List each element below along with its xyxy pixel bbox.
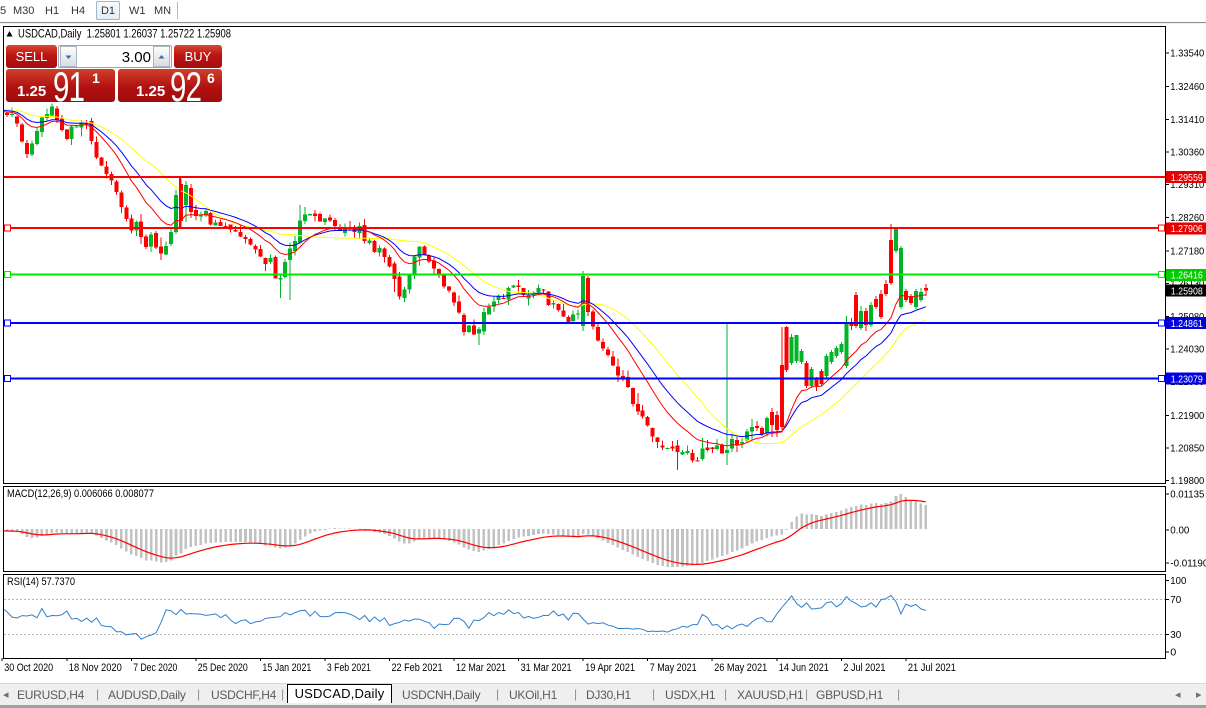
svg-text:1.23079: 1.23079 [1171, 373, 1203, 385]
svg-text:18 Nov 2020: 18 Nov 2020 [69, 662, 122, 674]
svg-text:1.19800: 1.19800 [1170, 475, 1204, 487]
svg-text:1.33540: 1.33540 [1170, 48, 1204, 60]
svg-text:1.29559: 1.29559 [1171, 172, 1203, 184]
svg-text:22 Feb 2021: 22 Feb 2021 [392, 662, 443, 674]
svg-text:7 May 2021: 7 May 2021 [650, 662, 697, 674]
svg-text:1.28260: 1.28260 [1170, 212, 1204, 224]
svg-text:70: 70 [1170, 594, 1181, 606]
svg-text:14 Jun 2021: 14 Jun 2021 [779, 662, 829, 674]
svg-text:1.32460: 1.32460 [1170, 81, 1204, 93]
svg-text:0: 0 [1170, 647, 1176, 659]
svg-text:21 Jul 2021: 21 Jul 2021 [908, 662, 956, 674]
svg-text:1.20850: 1.20850 [1170, 443, 1204, 455]
svg-text:100: 100 [1170, 575, 1186, 587]
svg-text:7 Dec 2020: 7 Dec 2020 [133, 662, 177, 674]
svg-text:1.27180: 1.27180 [1170, 246, 1204, 258]
svg-text:26 May 2021: 26 May 2021 [714, 662, 767, 674]
svg-text:1.21900: 1.21900 [1170, 410, 1204, 422]
svg-text:0.01135: 0.01135 [1170, 488, 1204, 500]
svg-text:1.26416: 1.26416 [1171, 270, 1203, 282]
svg-text:19 Apr 2021: 19 Apr 2021 [585, 662, 635, 674]
svg-text:-0.01190: -0.01190 [1170, 558, 1206, 570]
svg-text:0.00: 0.00 [1170, 525, 1189, 537]
svg-text:1.31410: 1.31410 [1170, 114, 1204, 126]
svg-text:12 Mar 2021: 12 Mar 2021 [456, 662, 506, 674]
svg-text:3 Feb 2021: 3 Feb 2021 [327, 662, 371, 674]
svg-text:15 Jan 2021: 15 Jan 2021 [262, 662, 311, 674]
svg-text:1.24030: 1.24030 [1170, 344, 1204, 356]
svg-text:1.24861: 1.24861 [1171, 318, 1203, 330]
svg-text:25 Dec 2020: 25 Dec 2020 [198, 662, 248, 674]
svg-text:MACD(12,26,9) 0.006066 0.00807: MACD(12,26,9) 0.006066 0.008077 [7, 488, 154, 500]
svg-text:2 Jul 2021: 2 Jul 2021 [843, 662, 885, 674]
svg-text:1.27906: 1.27906 [1171, 223, 1203, 235]
svg-text:30 Oct 2020: 30 Oct 2020 [4, 662, 53, 674]
svg-text:30: 30 [1170, 629, 1181, 641]
svg-text:USDCAD,Daily 1.25801 1.26037: USDCAD,Daily 1.25801 1.26037 1.25722 1.2… [18, 27, 231, 41]
svg-text:31 Mar 2021: 31 Mar 2021 [521, 662, 572, 674]
svg-text:RSI(14) 57.7370: RSI(14) 57.7370 [7, 576, 75, 588]
svg-text:1.25908: 1.25908 [1171, 285, 1203, 297]
svg-text:1.30360: 1.30360 [1170, 147, 1204, 159]
